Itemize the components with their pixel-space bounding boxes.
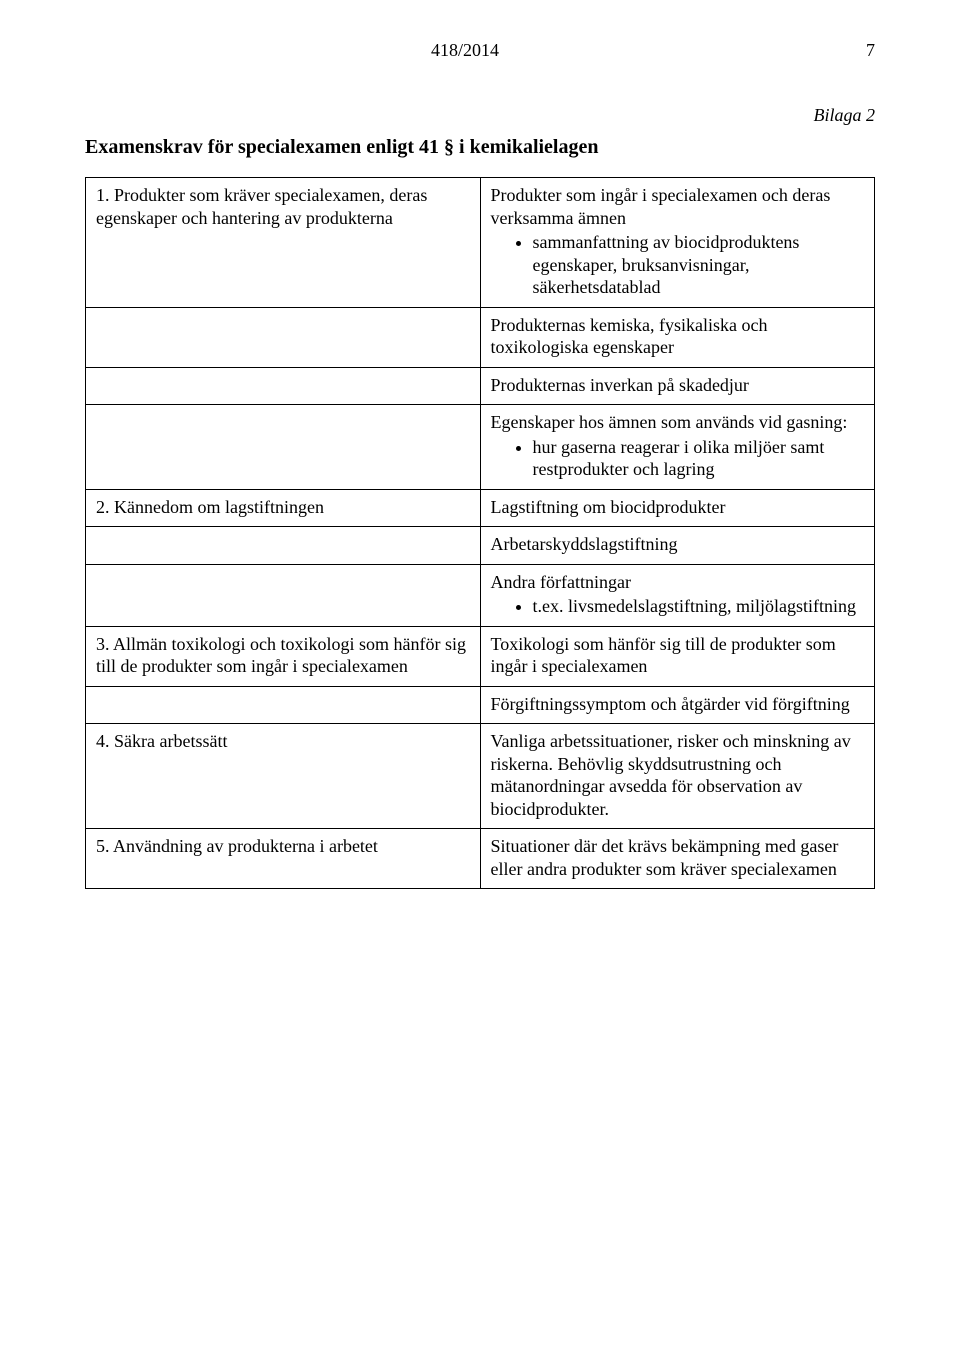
row-right-cell: Produkter som ingår i specialexamen och …: [480, 178, 875, 308]
row-right-cell: Arbetarskyddslagstiftning: [480, 527, 875, 565]
row-right-cell: Produkternas inverkan på skadedjur: [480, 367, 875, 405]
row-left-heading: 1. Produkter som kräver specialexamen, d…: [96, 184, 470, 229]
table-row: Andra författningart.ex. livsmedelslagst…: [86, 564, 875, 626]
row-right-heading: Situationer där det krävs bekämpning med…: [491, 835, 865, 880]
row-right-cell: Vanliga arbetssituationer, risker och mi…: [480, 724, 875, 829]
row-right-cell: Situationer där det krävs bekämpning med…: [480, 829, 875, 889]
row-right-heading: Arbetarskyddslagstiftning: [491, 533, 865, 556]
table-row: 3. Allmän toxikologi och toxikologi som …: [86, 626, 875, 686]
row-left-cell: 4. Säkra arbetssätt: [86, 724, 481, 829]
list-item-text: t.ex. livsmedelslagstiftning, miljölagst…: [533, 595, 865, 618]
row-left-cell: 2. Kännedom om lagstiftningen: [86, 489, 481, 527]
doc-number: 418/2014: [85, 40, 845, 61]
row-left-heading: 2. Kännedom om lagstiftningen: [96, 496, 470, 519]
page-number: 7: [845, 40, 875, 61]
row-right-heading: Produkter som ingår i specialexamen och …: [491, 184, 865, 229]
row-left-cell: [86, 405, 481, 490]
page-header: 418/2014 7: [85, 40, 875, 61]
row-right-cell: Lagstiftning om biocidprodukter: [480, 489, 875, 527]
table-row: Egenskaper hos ämnen som används vid gas…: [86, 405, 875, 490]
page-title: Examenskrav för specialexamen enligt 41 …: [85, 136, 875, 159]
row-right-heading: Vanliga arbetssituationer, risker och mi…: [491, 730, 865, 820]
list-item-text: sammanfattning av biocidproduktens egens…: [533, 231, 865, 299]
row-right-heading: Toxikologi som hänför sig till de produk…: [491, 633, 865, 678]
row-left-cell: 3. Allmän toxikologi och toxikologi som …: [86, 626, 481, 686]
row-right-cell: Andra författningart.ex. livsmedelslagst…: [480, 564, 875, 626]
row-left-cell: [86, 527, 481, 565]
row-left-heading: 3. Allmän toxikologi och toxikologi som …: [96, 633, 470, 678]
row-left-heading: 5. Användning av produkterna i arbetet: [96, 835, 470, 858]
row-left-cell: [86, 564, 481, 626]
row-right-heading: Produkternas inverkan på skadedjur: [491, 374, 865, 397]
table-row: Produkternas inverkan på skadedjur: [86, 367, 875, 405]
row-right-heading: Förgiftningssymptom och åtgärder vid för…: [491, 693, 865, 716]
list-item: sammanfattning av biocidproduktens egens…: [533, 231, 865, 299]
row-left-cell: [86, 686, 481, 724]
table-row: 2. Kännedom om lagstiftningen Lagstiftnin…: [86, 489, 875, 527]
table-row: Produkternas kemiska, fysikaliska och to…: [86, 307, 875, 367]
row-right-cell: Produkternas kemiska, fysikaliska och to…: [480, 307, 875, 367]
row-right-cell: Egenskaper hos ämnen som används vid gas…: [480, 405, 875, 490]
row-left-cell: 5. Användning av produkterna i arbetet: [86, 829, 481, 889]
row-bullet-list: t.ex. livsmedelslagstiftning, miljölagst…: [491, 595, 865, 618]
row-right-cell: Förgiftningssymptom och åtgärder vid för…: [480, 686, 875, 724]
row-left-heading: 4. Säkra arbetssätt: [96, 730, 470, 753]
annex-label: Bilaga 2: [85, 105, 875, 126]
row-right-heading: Lagstiftning om biocidprodukter: [491, 496, 865, 519]
row-right-cell: Toxikologi som hänför sig till de produk…: [480, 626, 875, 686]
list-item: hur gaserna reagerar i olika miljöer sam…: [533, 436, 865, 481]
list-item: t.ex. livsmedelslagstiftning, miljölagst…: [533, 595, 865, 618]
row-left-cell: 1. Produkter som kräver specialexamen, d…: [86, 178, 481, 308]
table-row: 4. Säkra arbetssätt Vanliga arbetssituati…: [86, 724, 875, 829]
row-left-cell: [86, 307, 481, 367]
table-row: Förgiftningssymptom och åtgärder vid för…: [86, 686, 875, 724]
row-right-heading: Produkternas kemiska, fysikaliska och to…: [491, 314, 865, 359]
list-item-text: hur gaserna reagerar i olika miljöer sam…: [533, 436, 865, 481]
row-right-heading: Andra författningar: [491, 571, 865, 594]
table-row: Arbetarskyddslagstiftning: [86, 527, 875, 565]
row-left-cell: [86, 367, 481, 405]
table-row: 1. Produkter som kräver specialexamen, d…: [86, 178, 875, 308]
row-bullet-list: sammanfattning av biocidproduktens egens…: [491, 231, 865, 299]
requirements-table: 1. Produkter som kräver specialexamen, d…: [85, 177, 875, 889]
row-right-heading: Egenskaper hos ämnen som används vid gas…: [491, 411, 865, 434]
row-bullet-list: hur gaserna reagerar i olika miljöer sam…: [491, 436, 865, 481]
table-row: 5. Användning av produkterna i arbetet Si…: [86, 829, 875, 889]
